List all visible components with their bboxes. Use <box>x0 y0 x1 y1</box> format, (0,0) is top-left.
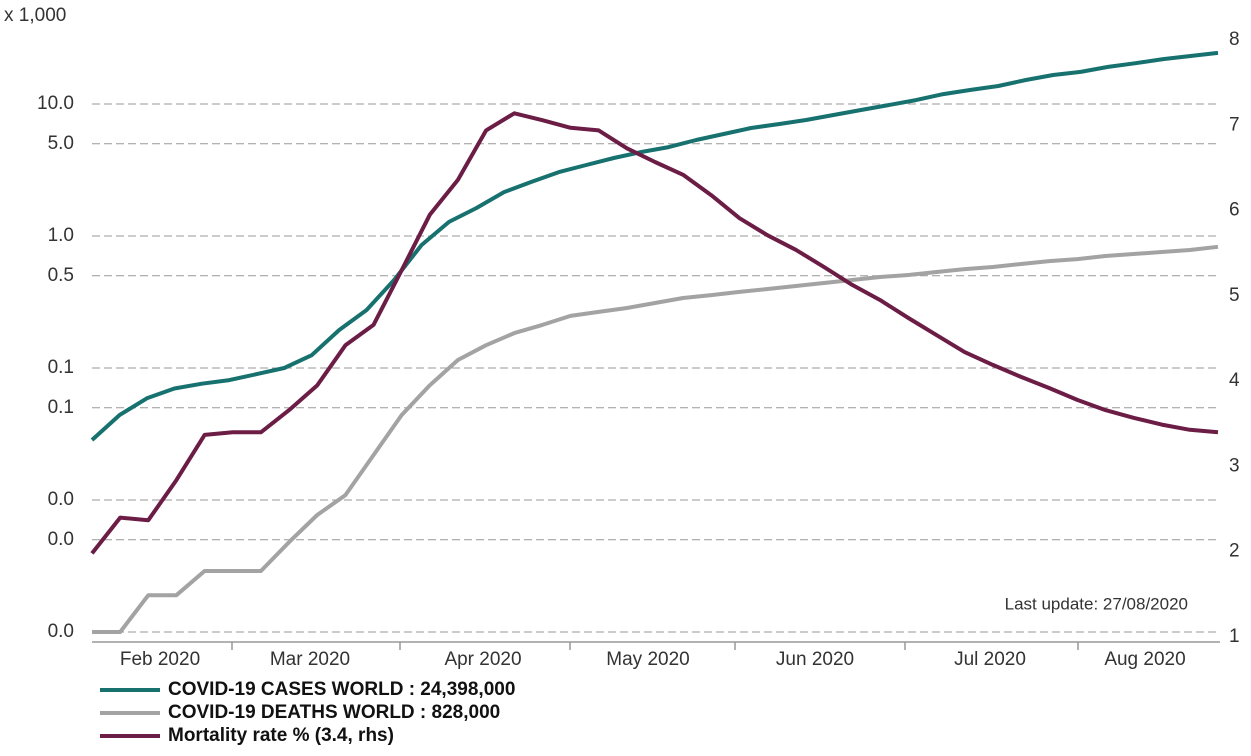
x-tick-label: Feb 2020 <box>120 649 200 670</box>
y-tick-label: 10.0 <box>37 93 74 114</box>
series-line <box>90 50 1219 442</box>
y-tick-label: 0.0 <box>48 621 74 642</box>
y-tick-label: 0.0 <box>48 489 74 510</box>
month-separators <box>231 642 1079 650</box>
series-line <box>90 111 1219 555</box>
y2-tick-label: 1 <box>1229 626 1240 647</box>
y-tick-label: 0.1 <box>48 357 74 378</box>
legend-label: COVID-19 DEATHS WORLD : 828,000 <box>168 702 500 723</box>
y2-tick-label: 2 <box>1229 541 1240 562</box>
x-tick-label: May 2020 <box>606 649 689 670</box>
y2-tick-label: 8 <box>1229 29 1240 50</box>
y-tick-label: 5.0 <box>48 133 74 154</box>
x-tick-label: Mar 2020 <box>270 649 350 670</box>
y-tick-label: 0.5 <box>48 265 74 286</box>
x-tick-label: Jun 2020 <box>776 649 854 670</box>
y-unit-label: x 1,000 <box>4 5 66 26</box>
annotation: Last update: 27/08/2020 <box>1005 594 1188 613</box>
y-tick-label: 0.0 <box>48 529 74 550</box>
y-tick-label: 1.0 <box>48 225 74 246</box>
y2-tick-label: 7 <box>1229 114 1240 135</box>
y2-tick-label: 4 <box>1229 370 1240 391</box>
x-tick-label: Jul 2020 <box>954 649 1026 670</box>
x-tick-label: Aug 2020 <box>1104 649 1185 670</box>
series-line <box>92 244 1219 634</box>
y2-tick-label: 3 <box>1229 455 1240 476</box>
y2-tick-label: 6 <box>1229 200 1240 221</box>
y2-tick-label: 5 <box>1229 285 1240 306</box>
legend-label: Mortality rate % (3.4, rhs) <box>168 725 394 746</box>
legend-label: COVID-19 CASES WORLD : 24,398,000 <box>168 679 515 700</box>
x-tick-label: Apr 2020 <box>444 649 521 670</box>
y-tick-label: 0.1 <box>48 397 74 418</box>
